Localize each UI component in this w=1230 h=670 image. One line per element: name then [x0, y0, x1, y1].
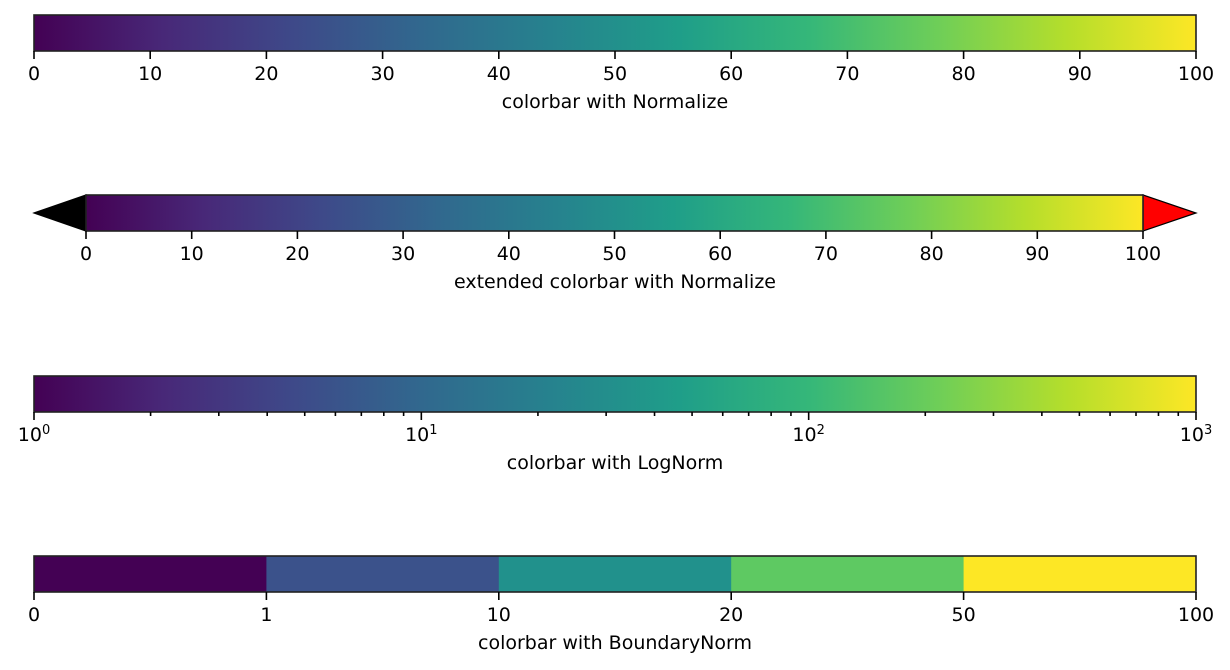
tick-label: 10 — [138, 63, 163, 85]
tick-label: 20 — [719, 604, 744, 626]
colorbar-gradient — [34, 376, 1196, 412]
under-extension-triangle — [32, 194, 87, 232]
tick-label: 30 — [370, 63, 395, 85]
over-extension-triangle — [1142, 194, 1198, 232]
tick-label: 90 — [1067, 63, 1092, 85]
colorbar-gradient — [86, 195, 1143, 231]
tick-label: 60 — [719, 63, 744, 85]
tick-label: 30 — [391, 243, 416, 265]
tick-label: 80 — [919, 243, 944, 265]
tick-label: 40 — [486, 63, 511, 85]
axis-label: colorbar with LogNorm — [506, 452, 724, 474]
colorbar-frame — [33, 555, 1197, 593]
tick-label: 50 — [602, 63, 628, 85]
tick-label: 60 — [708, 243, 733, 265]
tick-label: 10 — [486, 604, 511, 626]
tick-label: 103 — [1179, 423, 1213, 446]
axis-label: colorbar with BoundaryNorm — [477, 632, 753, 654]
tick-label: 100 — [1124, 243, 1162, 265]
axis-label: colorbar with Normalize — [501, 91, 729, 113]
tick-label: 20 — [254, 63, 279, 85]
tick-label: 70 — [835, 63, 860, 85]
tick-label: 102 — [792, 423, 825, 446]
colorbar-frame — [33, 375, 1197, 413]
tick-label: 1 — [260, 604, 273, 626]
tick-label: 101 — [405, 423, 438, 446]
tick-label: 100 — [1177, 604, 1215, 626]
colorbar-gradient — [34, 15, 1196, 51]
color-segment — [34, 556, 267, 592]
tick-label: 80 — [951, 63, 976, 85]
tick-label: 0 — [27, 604, 41, 626]
tick-label: 50 — [951, 604, 976, 626]
tick-label: 100 — [17, 423, 51, 446]
tick-label: 70 — [813, 243, 838, 265]
color-segment — [498, 556, 732, 592]
color-segment — [731, 556, 965, 592]
tick-label: 10 — [179, 243, 204, 265]
tick-label: 40 — [496, 243, 521, 265]
tick-label: 50 — [602, 243, 627, 265]
tick-label: 0 — [79, 243, 93, 265]
tick-label: 90 — [1025, 243, 1050, 265]
color-segment — [963, 556, 1197, 592]
color-segment — [266, 556, 500, 592]
tick-label: 100 — [1177, 63, 1215, 85]
axis-label: extended colorbar with Normalize — [453, 271, 777, 293]
tick-label: 20 — [285, 243, 310, 265]
tick-label: 0 — [27, 63, 41, 85]
